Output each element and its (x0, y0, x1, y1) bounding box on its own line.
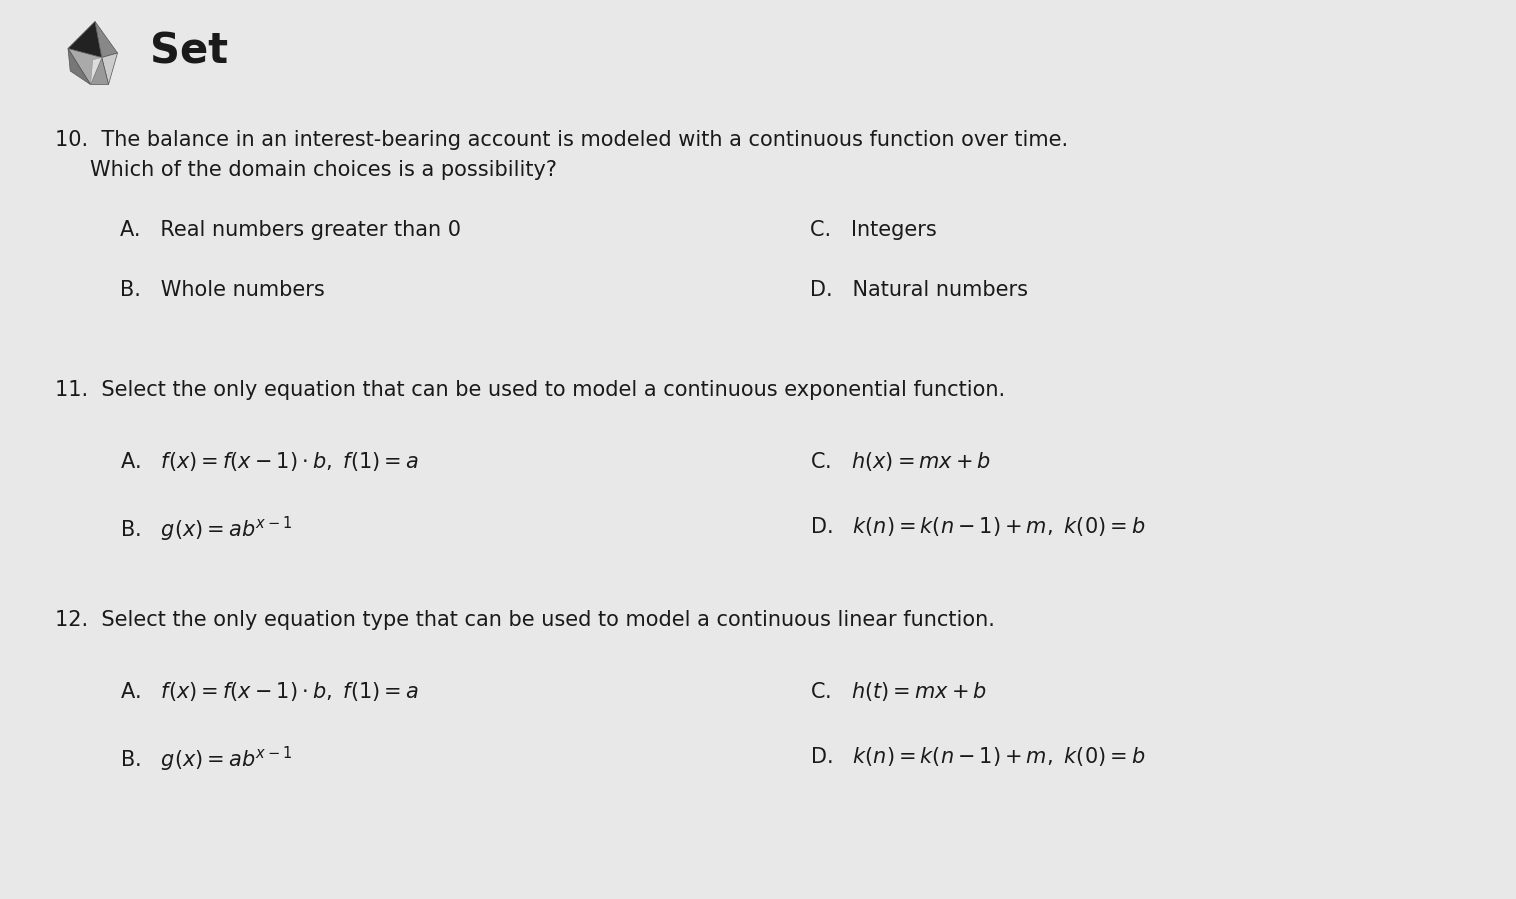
Polygon shape (68, 22, 102, 58)
Polygon shape (91, 58, 109, 85)
Text: Which of the domain choices is a possibility?: Which of the domain choices is a possibi… (89, 160, 556, 180)
Text: C.   $h(t) = mx + b$: C. $h(t) = mx + b$ (810, 680, 987, 703)
Text: A.   $f(x) = f(x-1) \cdot b,\ f(1) = a$: A. $f(x) = f(x-1) \cdot b,\ f(1) = a$ (120, 450, 418, 473)
Text: D.   $k(n) = k(n-1) + m,\ k(0) = b$: D. $k(n) = k(n-1) + m,\ k(0) = b$ (810, 745, 1145, 768)
Text: B.   $g(x) = ab^{x-1}$: B. $g(x) = ab^{x-1}$ (120, 515, 293, 544)
Text: C.   Integers: C. Integers (810, 220, 937, 240)
Polygon shape (91, 58, 102, 85)
Polygon shape (102, 53, 118, 85)
Text: C.   $h(x) = mx + b$: C. $h(x) = mx + b$ (810, 450, 991, 473)
Text: Set: Set (150, 30, 227, 72)
Text: 12.  Select the only equation type that can be used to model a continuous linear: 12. Select the only equation type that c… (55, 610, 994, 630)
Text: B.   $g(x) = ab^{x-1}$: B. $g(x) = ab^{x-1}$ (120, 745, 293, 774)
Text: 11.  Select the only equation that can be used to model a continuous exponential: 11. Select the only equation that can be… (55, 380, 1005, 400)
Text: D.   $k(n) = k(n-1) + m,\ k(0) = b$: D. $k(n) = k(n-1) + m,\ k(0) = b$ (810, 515, 1145, 538)
Text: A.   $f(x) = f(x-1) \cdot b,\ f(1) = a$: A. $f(x) = f(x-1) \cdot b,\ f(1) = a$ (120, 680, 418, 703)
Polygon shape (96, 22, 118, 58)
Polygon shape (68, 49, 91, 85)
Text: A.   Real numbers greater than 0: A. Real numbers greater than 0 (120, 220, 461, 240)
Text: 10.  The balance in an interest-bearing account is modeled with a continuous fun: 10. The balance in an interest-bearing a… (55, 130, 1069, 150)
Text: D.   Natural numbers: D. Natural numbers (810, 280, 1028, 300)
Text: B.   Whole numbers: B. Whole numbers (120, 280, 324, 300)
Polygon shape (68, 49, 102, 85)
